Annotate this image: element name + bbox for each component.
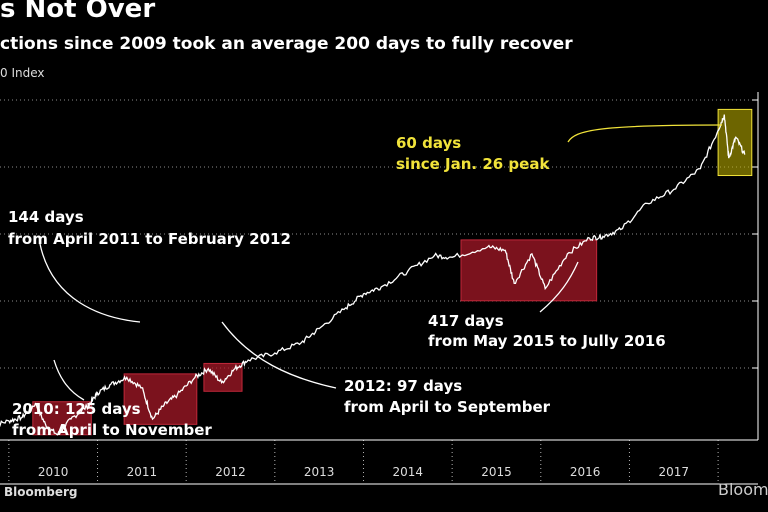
annotation-2018-title: 60 days	[396, 134, 461, 152]
right-axis-ticks	[752, 99, 758, 369]
brand-logo-text: Bloom	[718, 480, 768, 499]
x-tick-label: 2017	[659, 465, 690, 479]
leader-line-2015	[539, 261, 579, 313]
annotation-2015-detail: from May 2015 to Jully 2016	[428, 332, 666, 350]
highlight-box-1	[123, 373, 198, 425]
x-tick-label: 2010	[38, 465, 69, 479]
annotation-2010-detail: from April to November	[12, 421, 212, 439]
sp500-series-line	[0, 114, 746, 436]
annotation-2012-title: 2012: 97 days	[344, 377, 462, 395]
leader-line-2011	[39, 243, 141, 323]
leader-line-2018	[567, 124, 723, 143]
x-tick-label: 2015	[481, 465, 512, 479]
chart-subtitle: ctions since 2009 took an average 200 da…	[0, 34, 573, 54]
x-axis-ticks: 2010 2011 2012 2013 2014 2015 2016 2017	[8, 440, 719, 484]
y-axis-name: 0 Index	[0, 66, 45, 80]
annotation-leaders	[39, 124, 723, 401]
x-tick-label: 2016	[570, 465, 601, 479]
x-tick-label: 2013	[304, 465, 335, 479]
annotation-2010-title: 2010: 125 days	[12, 400, 141, 418]
annotation-2011-detail: from April 2011 to February 2012	[8, 230, 291, 248]
annotation-2011-title: 144 days	[8, 208, 84, 226]
source-label: Bloomberg	[4, 485, 78, 499]
annotation-2018-detail: since Jan. 26 peak	[396, 155, 550, 173]
annotation-2012-detail: from April to September	[344, 398, 551, 416]
x-tick-label: 2011	[127, 465, 158, 479]
chart-title: s Not Over	[0, 0, 156, 24]
leader-line-2012	[221, 321, 337, 389]
x-tick-label: 2014	[393, 465, 424, 479]
leader-line-2010	[53, 359, 85, 401]
x-tick-label: 2012	[215, 465, 246, 479]
highlight-boxes	[32, 108, 753, 436]
annotation-2015-title: 417 days	[428, 312, 504, 330]
